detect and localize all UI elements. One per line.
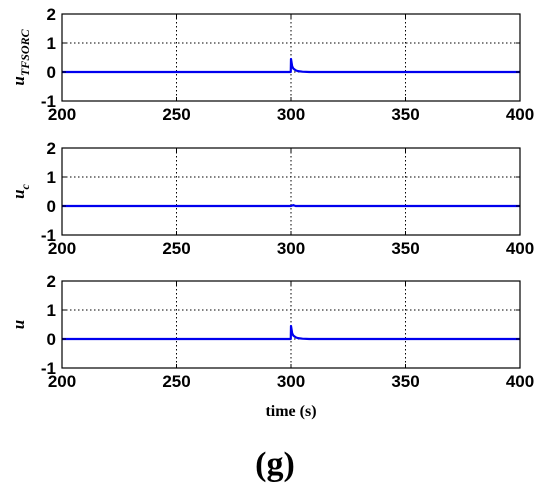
x-tick-label: 300: [277, 239, 305, 258]
chart-panel-2: 200 250 300 350 400 -1 0 1 2 uc: [9, 139, 534, 258]
y-tick-label: 0: [47, 330, 56, 349]
x-tick-label: 200: [48, 372, 76, 391]
y-tick-label: 0: [47, 197, 56, 216]
y-tick-label: 0: [47, 63, 56, 82]
y-axis-label: u: [9, 320, 28, 329]
x-tick-label: 350: [391, 372, 419, 391]
y-tick-label: 2: [47, 272, 56, 291]
x-tick-label: 250: [162, 105, 190, 124]
y-tick-label: -1: [41, 92, 56, 111]
y-tick-label: 1: [47, 34, 56, 53]
y-axis-label: uc: [9, 183, 32, 198]
x-tick-label: 350: [391, 105, 419, 124]
x-tick-label: 300: [277, 372, 305, 391]
x-tick-label: 300: [277, 105, 305, 124]
series-line-1: [62, 57, 520, 74]
figure-caption: (g): [255, 446, 295, 483]
x-tick-label: 400: [506, 239, 534, 258]
x-tick-label: 200: [48, 105, 76, 124]
y-axis-label: uTFSORC: [9, 28, 32, 85]
series-line-1: [62, 204, 520, 208]
y-tick-label: -1: [41, 359, 56, 378]
y-tick-label: 1: [47, 301, 56, 320]
series-line-1: [62, 324, 520, 341]
x-tick-label: 400: [506, 372, 534, 391]
x-tick-label: 250: [162, 239, 190, 258]
x-tick-label: 350: [391, 239, 419, 258]
x-tick-label: 400: [506, 105, 534, 124]
y-tick-label: -1: [41, 226, 56, 245]
chart-panel-3: 200 250 300 350 400 -1 0 1 2 u time (s): [9, 272, 534, 420]
y-tick-label: 2: [47, 139, 56, 158]
y-tick-label: 2: [47, 5, 56, 24]
y-tick-label: 1: [47, 168, 56, 187]
x-tick-label: 250: [162, 372, 190, 391]
x-axis-label: time (s): [265, 403, 316, 420]
chart-panel-1: 200 250 300 350 400 -1 0 1 2 uTFSORC: [9, 5, 534, 124]
x-tick-label: 200: [48, 239, 76, 258]
